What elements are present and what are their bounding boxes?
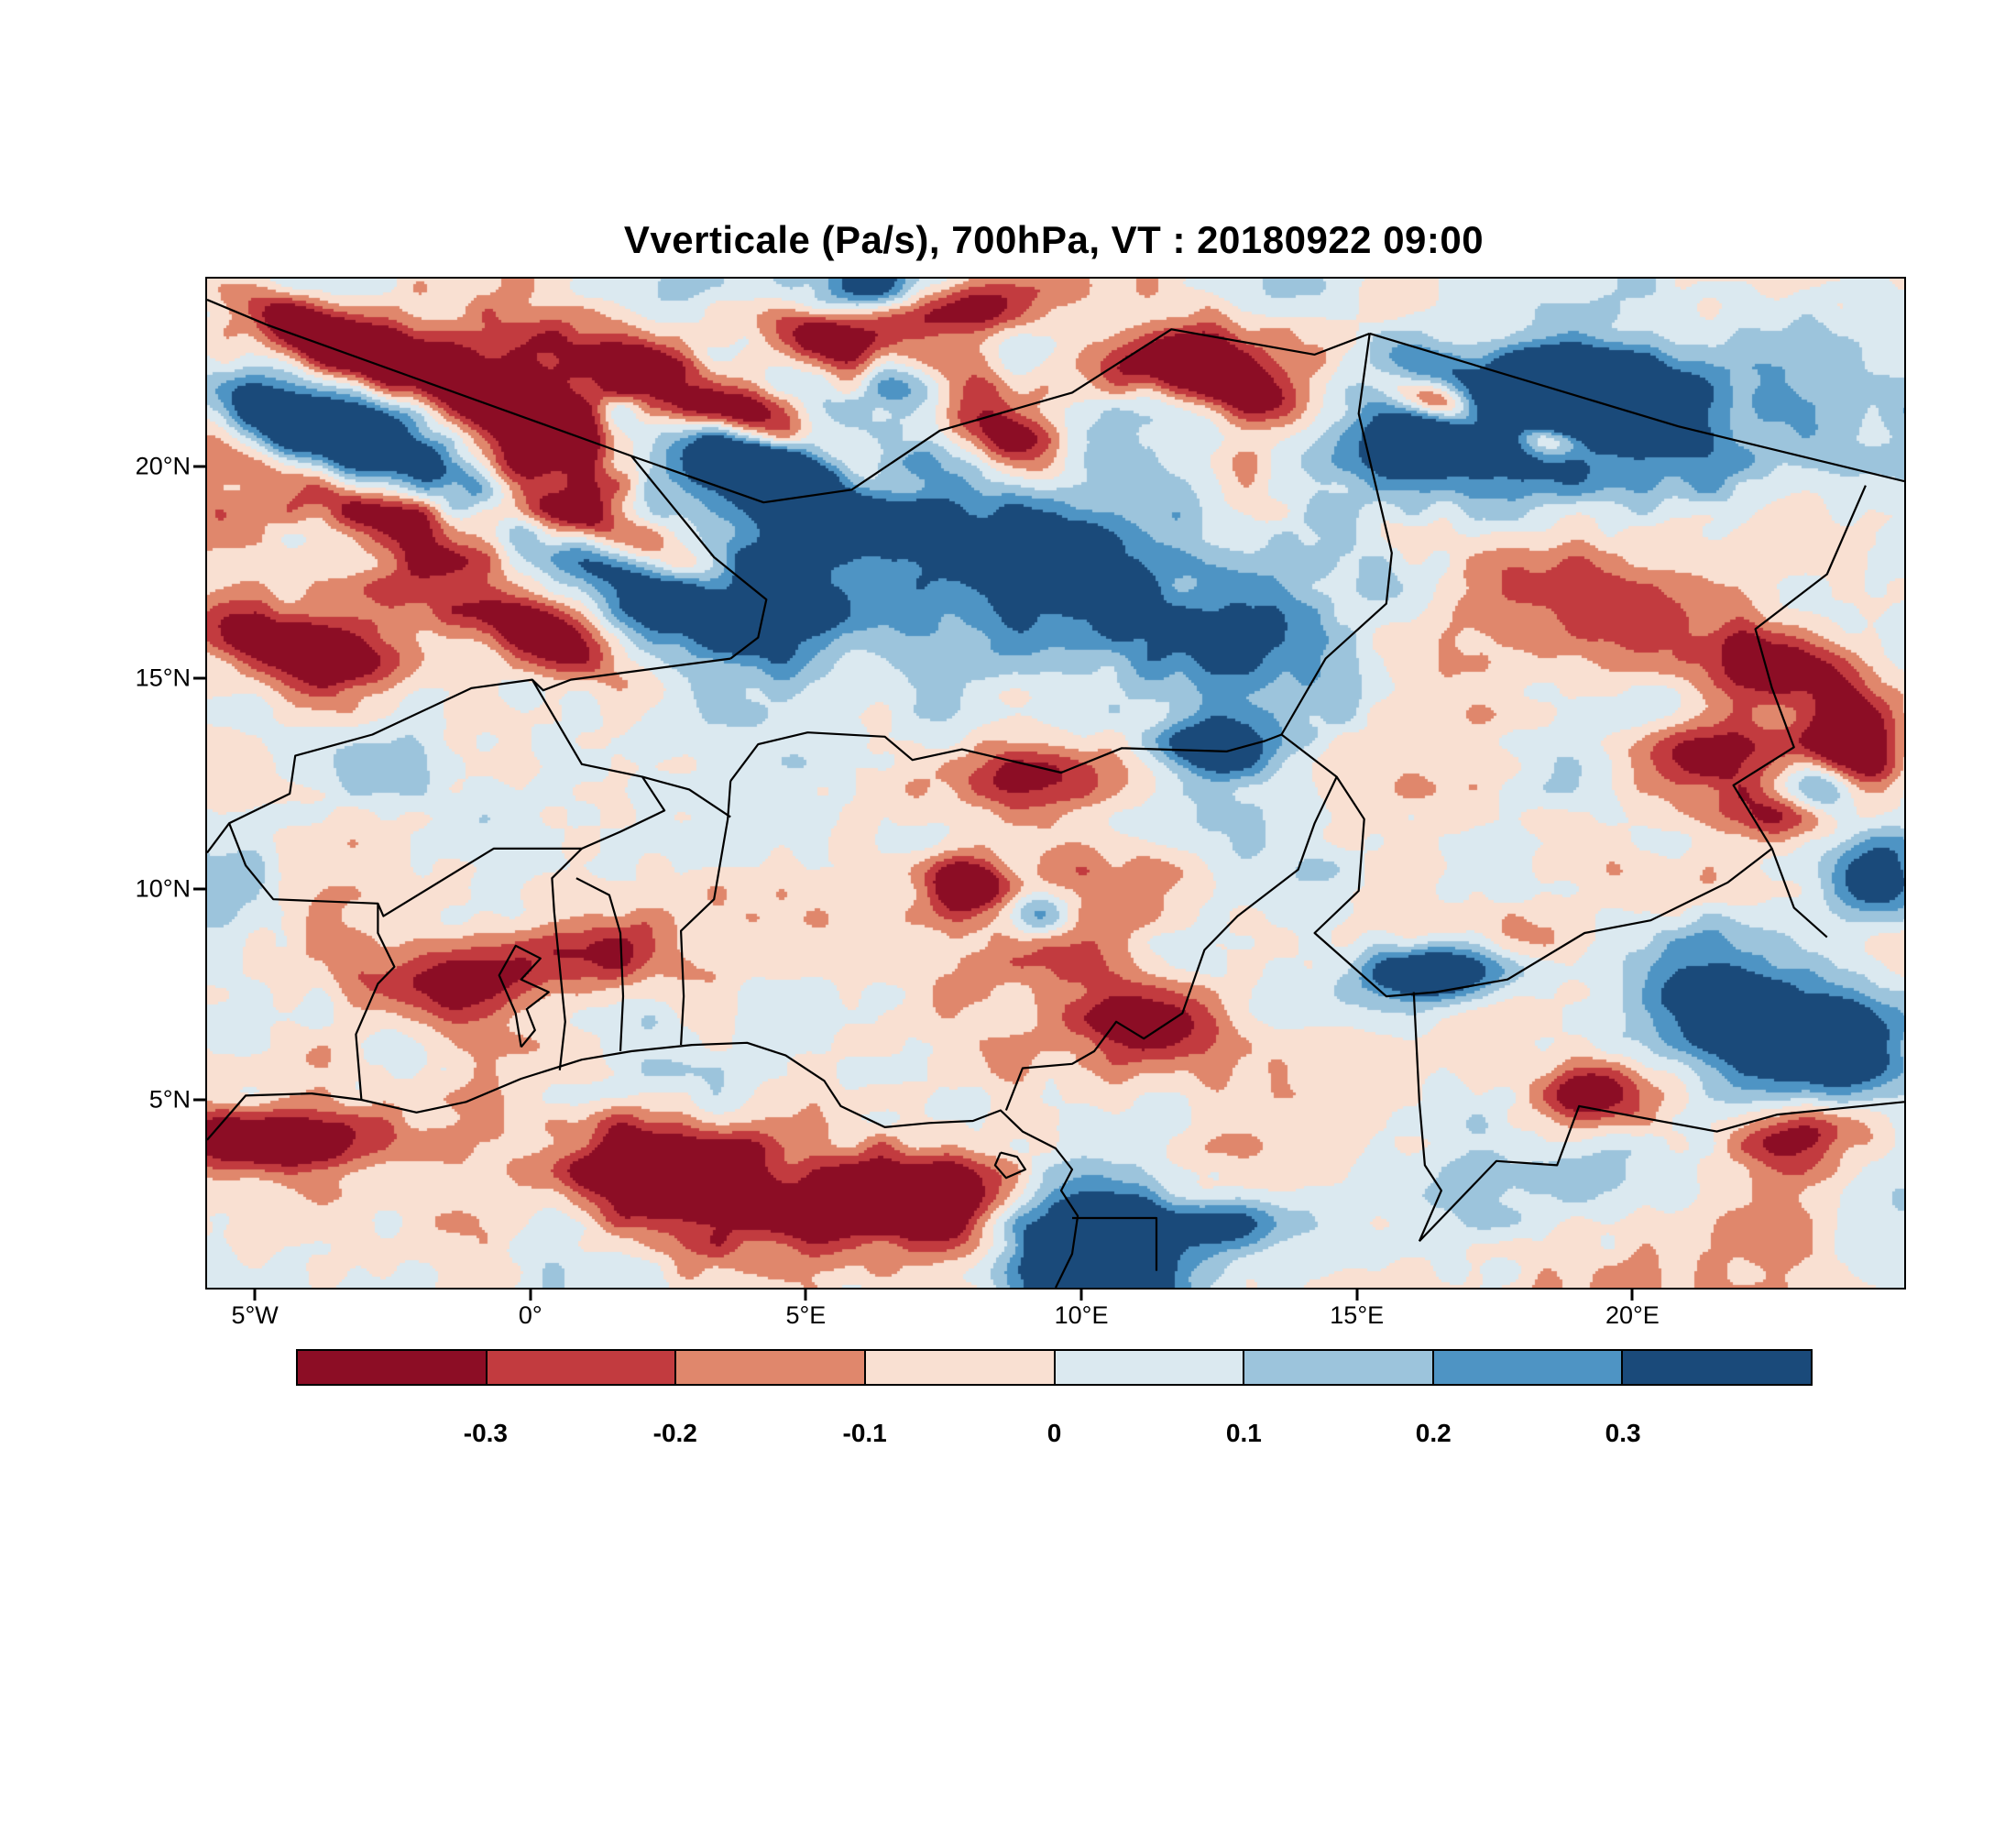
- y-tick-mark: [193, 1098, 205, 1102]
- y-tick-label: 20°N: [135, 452, 191, 480]
- x-tick-label: 15°E: [1330, 1301, 1385, 1329]
- colorbar-segment: [1433, 1351, 1624, 1384]
- x-tick-mark: [1079, 1289, 1083, 1301]
- colorbar-tick-label: 0: [1046, 1419, 1062, 1447]
- colorbar-tick-label: -0.3: [463, 1419, 508, 1447]
- colorbar-segment: [1055, 1351, 1245, 1384]
- colorbar-segment: [676, 1351, 866, 1384]
- map-frame: [205, 277, 1906, 1290]
- x-tick-mark: [1630, 1289, 1634, 1301]
- x-tick-label: 10°E: [1054, 1301, 1109, 1329]
- y-tick-mark: [193, 887, 205, 891]
- y-tick-mark: [193, 465, 205, 468]
- chart-title: Vverticale (Pa/s), 700hPa, VT : 20180922…: [623, 218, 1485, 261]
- x-tick-label: 0°: [518, 1301, 542, 1329]
- colorbar-tick-label: -0.2: [652, 1419, 697, 1447]
- y-tick-mark: [193, 676, 205, 680]
- x-tick-mark: [1355, 1289, 1359, 1301]
- colorbar-segment: [1244, 1351, 1434, 1384]
- x-tick-mark: [529, 1289, 532, 1301]
- colorbar-tick-label: 0.3: [1605, 1419, 1641, 1447]
- colorbar: [296, 1349, 1813, 1386]
- x-tick-mark: [253, 1289, 257, 1301]
- heatmap-canvas: [207, 279, 1904, 1288]
- y-tick-label: 5°N: [148, 1085, 191, 1114]
- colorbar-segment: [298, 1351, 488, 1384]
- x-tick-label: 5°E: [785, 1301, 827, 1329]
- colorbar-segment: [1623, 1351, 1811, 1384]
- colorbar-segment: [865, 1351, 1056, 1384]
- x-tick-mark: [804, 1289, 807, 1301]
- colorbar-tick-label: -0.1: [842, 1419, 887, 1447]
- x-tick-label: 5°W: [231, 1301, 279, 1329]
- colorbar-tick-label: 0.1: [1225, 1419, 1262, 1447]
- colorbar-segment: [487, 1351, 677, 1384]
- x-tick-label: 20°E: [1605, 1301, 1660, 1329]
- y-tick-label: 15°N: [135, 664, 191, 692]
- y-tick-label: 10°N: [135, 874, 191, 903]
- colorbar-tick-label: 0.2: [1415, 1419, 1452, 1447]
